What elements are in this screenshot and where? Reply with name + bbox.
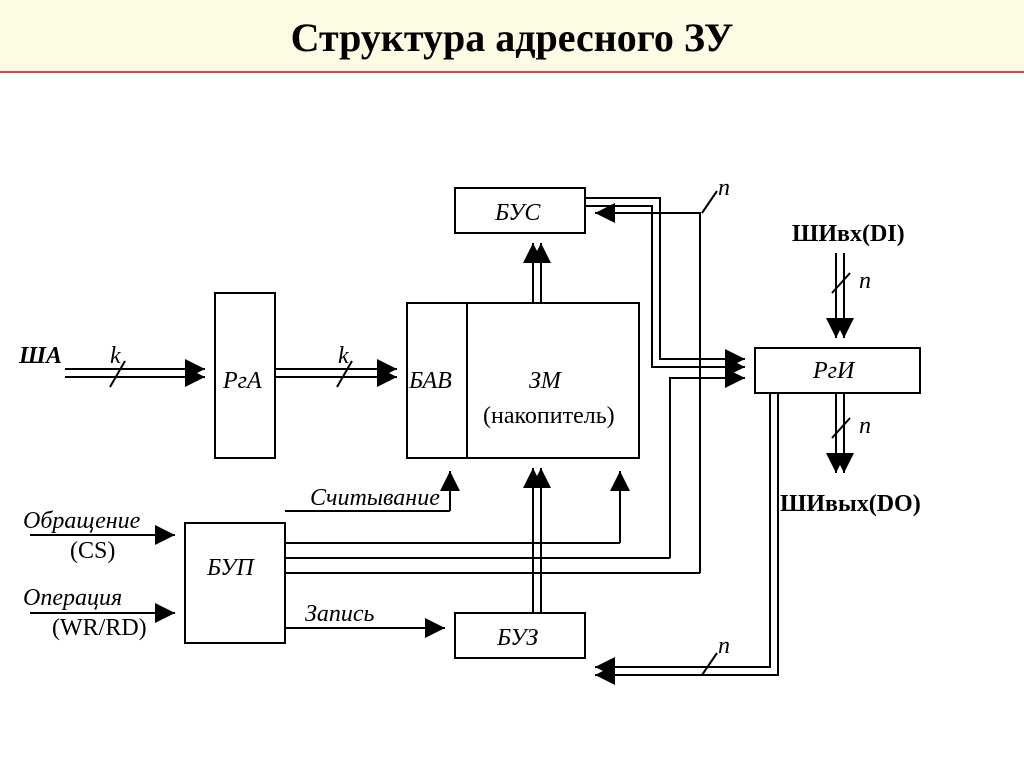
label-bus: БУС [494,200,541,226]
box-bup [185,523,285,643]
page-title: Структура адресного ЗУ [0,14,1024,61]
label-rga: РгА [222,368,262,394]
label-zm: ЗМ [529,368,563,394]
diagram-canvas: РгА БАВ ЗМ (накопитель) БУС БУП БУЗ РгИ … [0,73,1024,763]
lbl-k1: k [110,343,121,369]
lbl-ntop: n [718,175,730,201]
lbl-op2: (WR/RD) [52,615,147,641]
bup-out2-toRgi [670,378,745,558]
lbl-di: ШИвх(DI) [792,221,905,247]
tick-n-bot [702,653,717,675]
lbl-ndo: n [859,413,871,439]
lbl-read: Считывание [310,485,440,511]
label-zm-sub: (накопитель) [483,403,615,429]
lbl-sha: ША [18,343,62,369]
lbl-k2: k [338,343,349,369]
lbl-nbot: n [718,633,730,659]
lbl-ndi: n [859,268,871,294]
label-bup: БУП [206,555,255,581]
lbl-acc2: (CS) [70,538,115,564]
label-buz: БУЗ [496,625,538,651]
label-rgi: РгИ [812,358,856,384]
lbl-acc1: Обращение [23,508,141,534]
title-bar: Структура адресного ЗУ [0,0,1024,73]
lbl-write: Запись [305,601,375,627]
lbl-op1: Операция [23,585,122,611]
label-bav: БАВ [408,368,452,394]
tick-n-top [702,191,717,213]
tick-n-do [832,418,850,438]
lbl-do: ШИвых(DO) [780,491,921,517]
tick-n-di [832,273,850,293]
